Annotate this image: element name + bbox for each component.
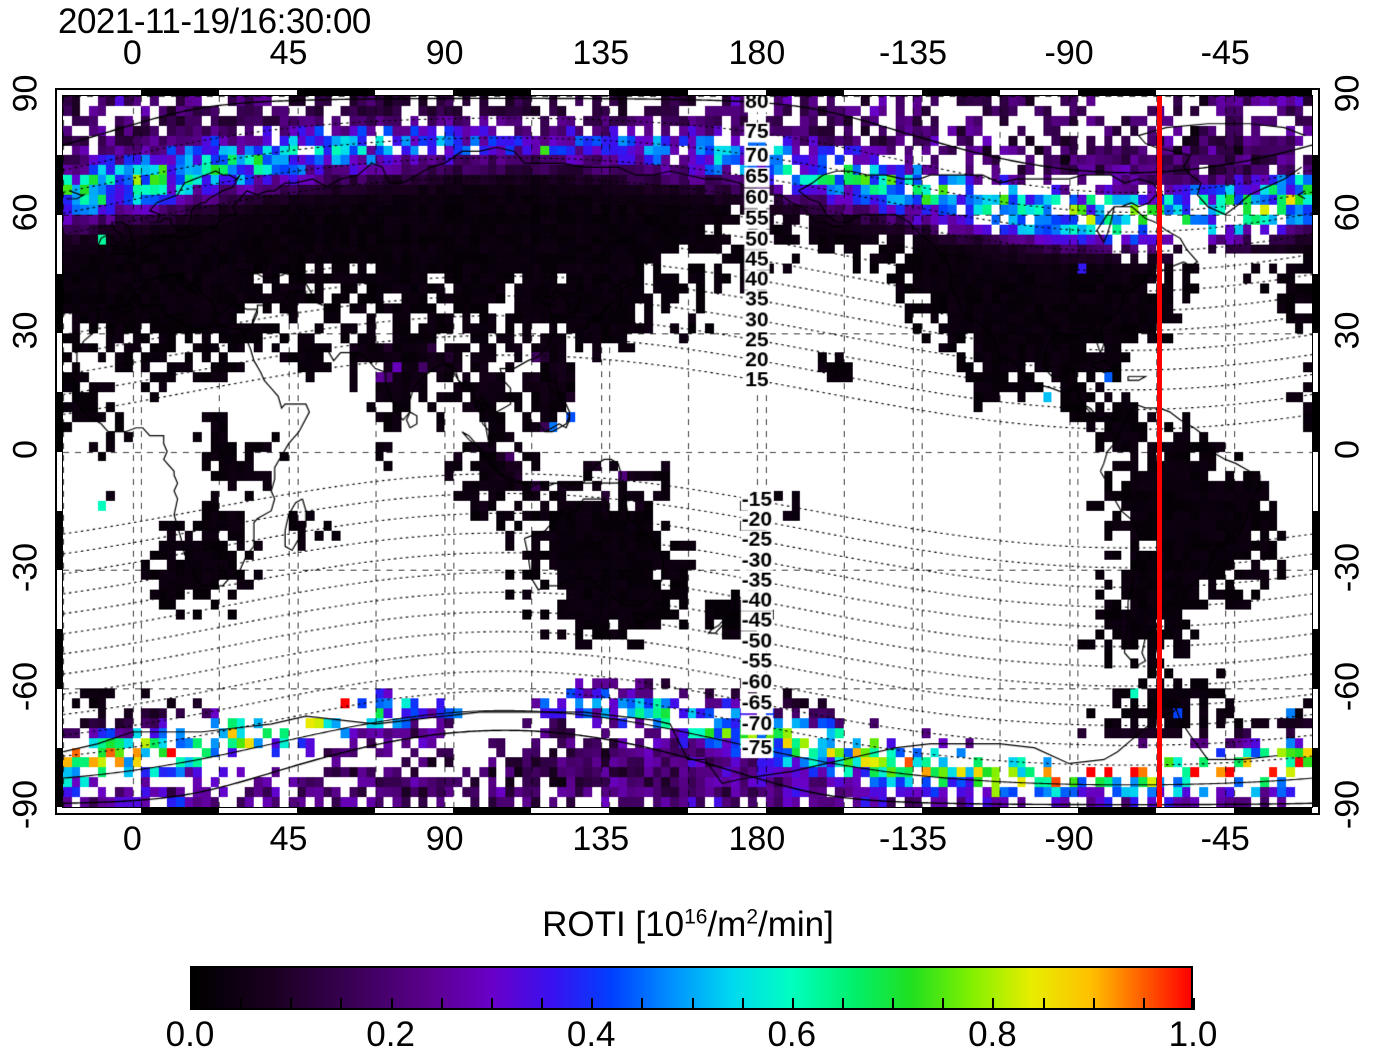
axis-band [57, 273, 62, 333]
y-axis-tick-label-right: 30 [1328, 311, 1367, 350]
y-axis-tick-label-right: 90 [1328, 74, 1367, 113]
axis-band [57, 747, 62, 807]
colorbar-minor-tick [791, 998, 794, 1010]
axis-band [1233, 808, 1312, 813]
axis-band [1077, 90, 1156, 95]
y-axis-tick-label-left: 0 [6, 439, 45, 459]
x-axis-tick-label-top: -90 [1044, 34, 1094, 72]
axis-band [609, 808, 688, 813]
y-axis-tick-label-left: -30 [6, 542, 45, 593]
axis-band [765, 808, 844, 813]
axis-band [921, 90, 1000, 95]
y-axis-tick-label-left: -60 [6, 661, 45, 711]
colorbar-minor-tick [440, 998, 443, 1010]
x-axis-tick-label-top: 45 [269, 34, 308, 72]
colorbar-minor-tick [741, 998, 744, 1010]
colorbar-minor-tick [490, 998, 493, 1010]
x-axis-tick-label-top: 90 [425, 34, 464, 72]
x-axis-tick-label-bot: 180 [728, 820, 786, 858]
colorbar-minor-tick [390, 998, 393, 1010]
page-title: 2021-11-19/16:30:00 [58, 2, 371, 41]
colorbar-minor-tick [1142, 998, 1145, 1010]
x-axis-tick-label-top: 180 [728, 34, 786, 72]
x-axis-tick-label-top: 0 [122, 34, 142, 72]
colorbar-minor-tick [190, 998, 192, 1010]
axis-band [1313, 629, 1318, 689]
axis-band [1313, 273, 1318, 333]
y-axis-tick-label-left: 30 [6, 311, 45, 350]
axis-band [1233, 90, 1312, 95]
y-axis-tick-label-left: 90 [6, 74, 45, 113]
axis-band [141, 90, 220, 95]
colorbar-label-exponent: 16 [684, 905, 708, 929]
colorbar-minor-tick [641, 998, 644, 1010]
colorbar-minor-tick [591, 998, 594, 1010]
axis-band [297, 90, 376, 95]
x-axis-tick-label-bot: 135 [572, 820, 630, 858]
colorbar-tick-label: 0.2 [366, 1015, 415, 1054]
y-axis-tick-label-right: -60 [1328, 661, 1367, 711]
axis-band [1313, 747, 1318, 807]
colorbar-minor-tick [1193, 998, 1195, 1010]
colorbar-minor-tick [240, 998, 243, 1010]
midnight-meridian-line [1157, 96, 1163, 807]
axis-band [453, 90, 532, 95]
axis-band [141, 808, 220, 813]
x-axis-tick-label-bot: 45 [269, 820, 308, 858]
y-axis-tick-label-right: -30 [1328, 542, 1367, 593]
map-inner-area [62, 95, 1313, 808]
x-axis-tick-label-top: -135 [878, 34, 948, 72]
axis-band [765, 90, 844, 95]
roti-heatmap-canvas [63, 96, 1312, 807]
axis-band [57, 629, 62, 689]
colorbar-minor-tick [942, 998, 945, 1010]
axis-band [297, 808, 376, 813]
colorbar-title: ROTI [1016/m2/min] [0, 905, 1376, 945]
axis-band [1077, 808, 1156, 813]
axis-band [1313, 392, 1318, 452]
colorbar-minor-tick [1042, 998, 1045, 1010]
y-axis-tick-label-left: -90 [6, 779, 45, 830]
axis-band [57, 155, 62, 215]
colorbar-minor-tick [841, 998, 844, 1010]
axis-band [1313, 155, 1318, 215]
map-plot-area [55, 88, 1320, 815]
y-axis-tick-label-right: 0 [1328, 439, 1367, 459]
colorbar-minor-tick [992, 998, 995, 1010]
axis-band [453, 808, 532, 813]
x-axis-tick-label-bot: -45 [1200, 820, 1250, 858]
y-axis-tick-label-left: 60 [6, 193, 45, 231]
y-axis-tick-label-right: -90 [1328, 779, 1367, 830]
colorbar-tick-label: 0.8 [968, 1015, 1017, 1054]
axis-band [921, 808, 1000, 813]
colorbar-label-tail: /min] [758, 905, 834, 944]
x-axis-tick-label-bot: -90 [1044, 820, 1094, 858]
map-frame-border [55, 88, 1320, 815]
colorbar-label-main: ROTI [10 [542, 905, 685, 944]
x-axis-tick-label-top: 135 [572, 34, 630, 72]
colorbar-minor-tick [340, 998, 343, 1010]
colorbar-minor-tick [1092, 998, 1095, 1010]
colorbar-label-rest: /m [707, 905, 747, 944]
colorbar-tick-label: 1.0 [1168, 1015, 1218, 1054]
colorbar-tick-label: 0.0 [165, 1015, 215, 1054]
axis-band [57, 392, 62, 452]
y-axis-tick-label-right: 60 [1328, 193, 1367, 231]
x-axis-tick-label-bot: -135 [878, 820, 948, 858]
colorbar-label-exponent2: 2 [746, 905, 759, 929]
colorbar-minor-tick [541, 998, 544, 1010]
colorbar-minor-tick [892, 998, 895, 1010]
axis-band [1313, 510, 1318, 570]
x-axis-tick-label-top: -45 [1200, 34, 1250, 72]
axis-band [57, 510, 62, 570]
colorbar-minor-tick [691, 998, 694, 1010]
colorbar-minor-tick [290, 998, 293, 1010]
x-axis-tick-label-bot: 90 [425, 820, 464, 858]
axis-band [609, 90, 688, 95]
colorbar-tick-label: 0.4 [566, 1015, 616, 1054]
colorbar-tick-label: 0.6 [767, 1015, 817, 1054]
x-axis-tick-label-bot: 0 [122, 820, 142, 858]
